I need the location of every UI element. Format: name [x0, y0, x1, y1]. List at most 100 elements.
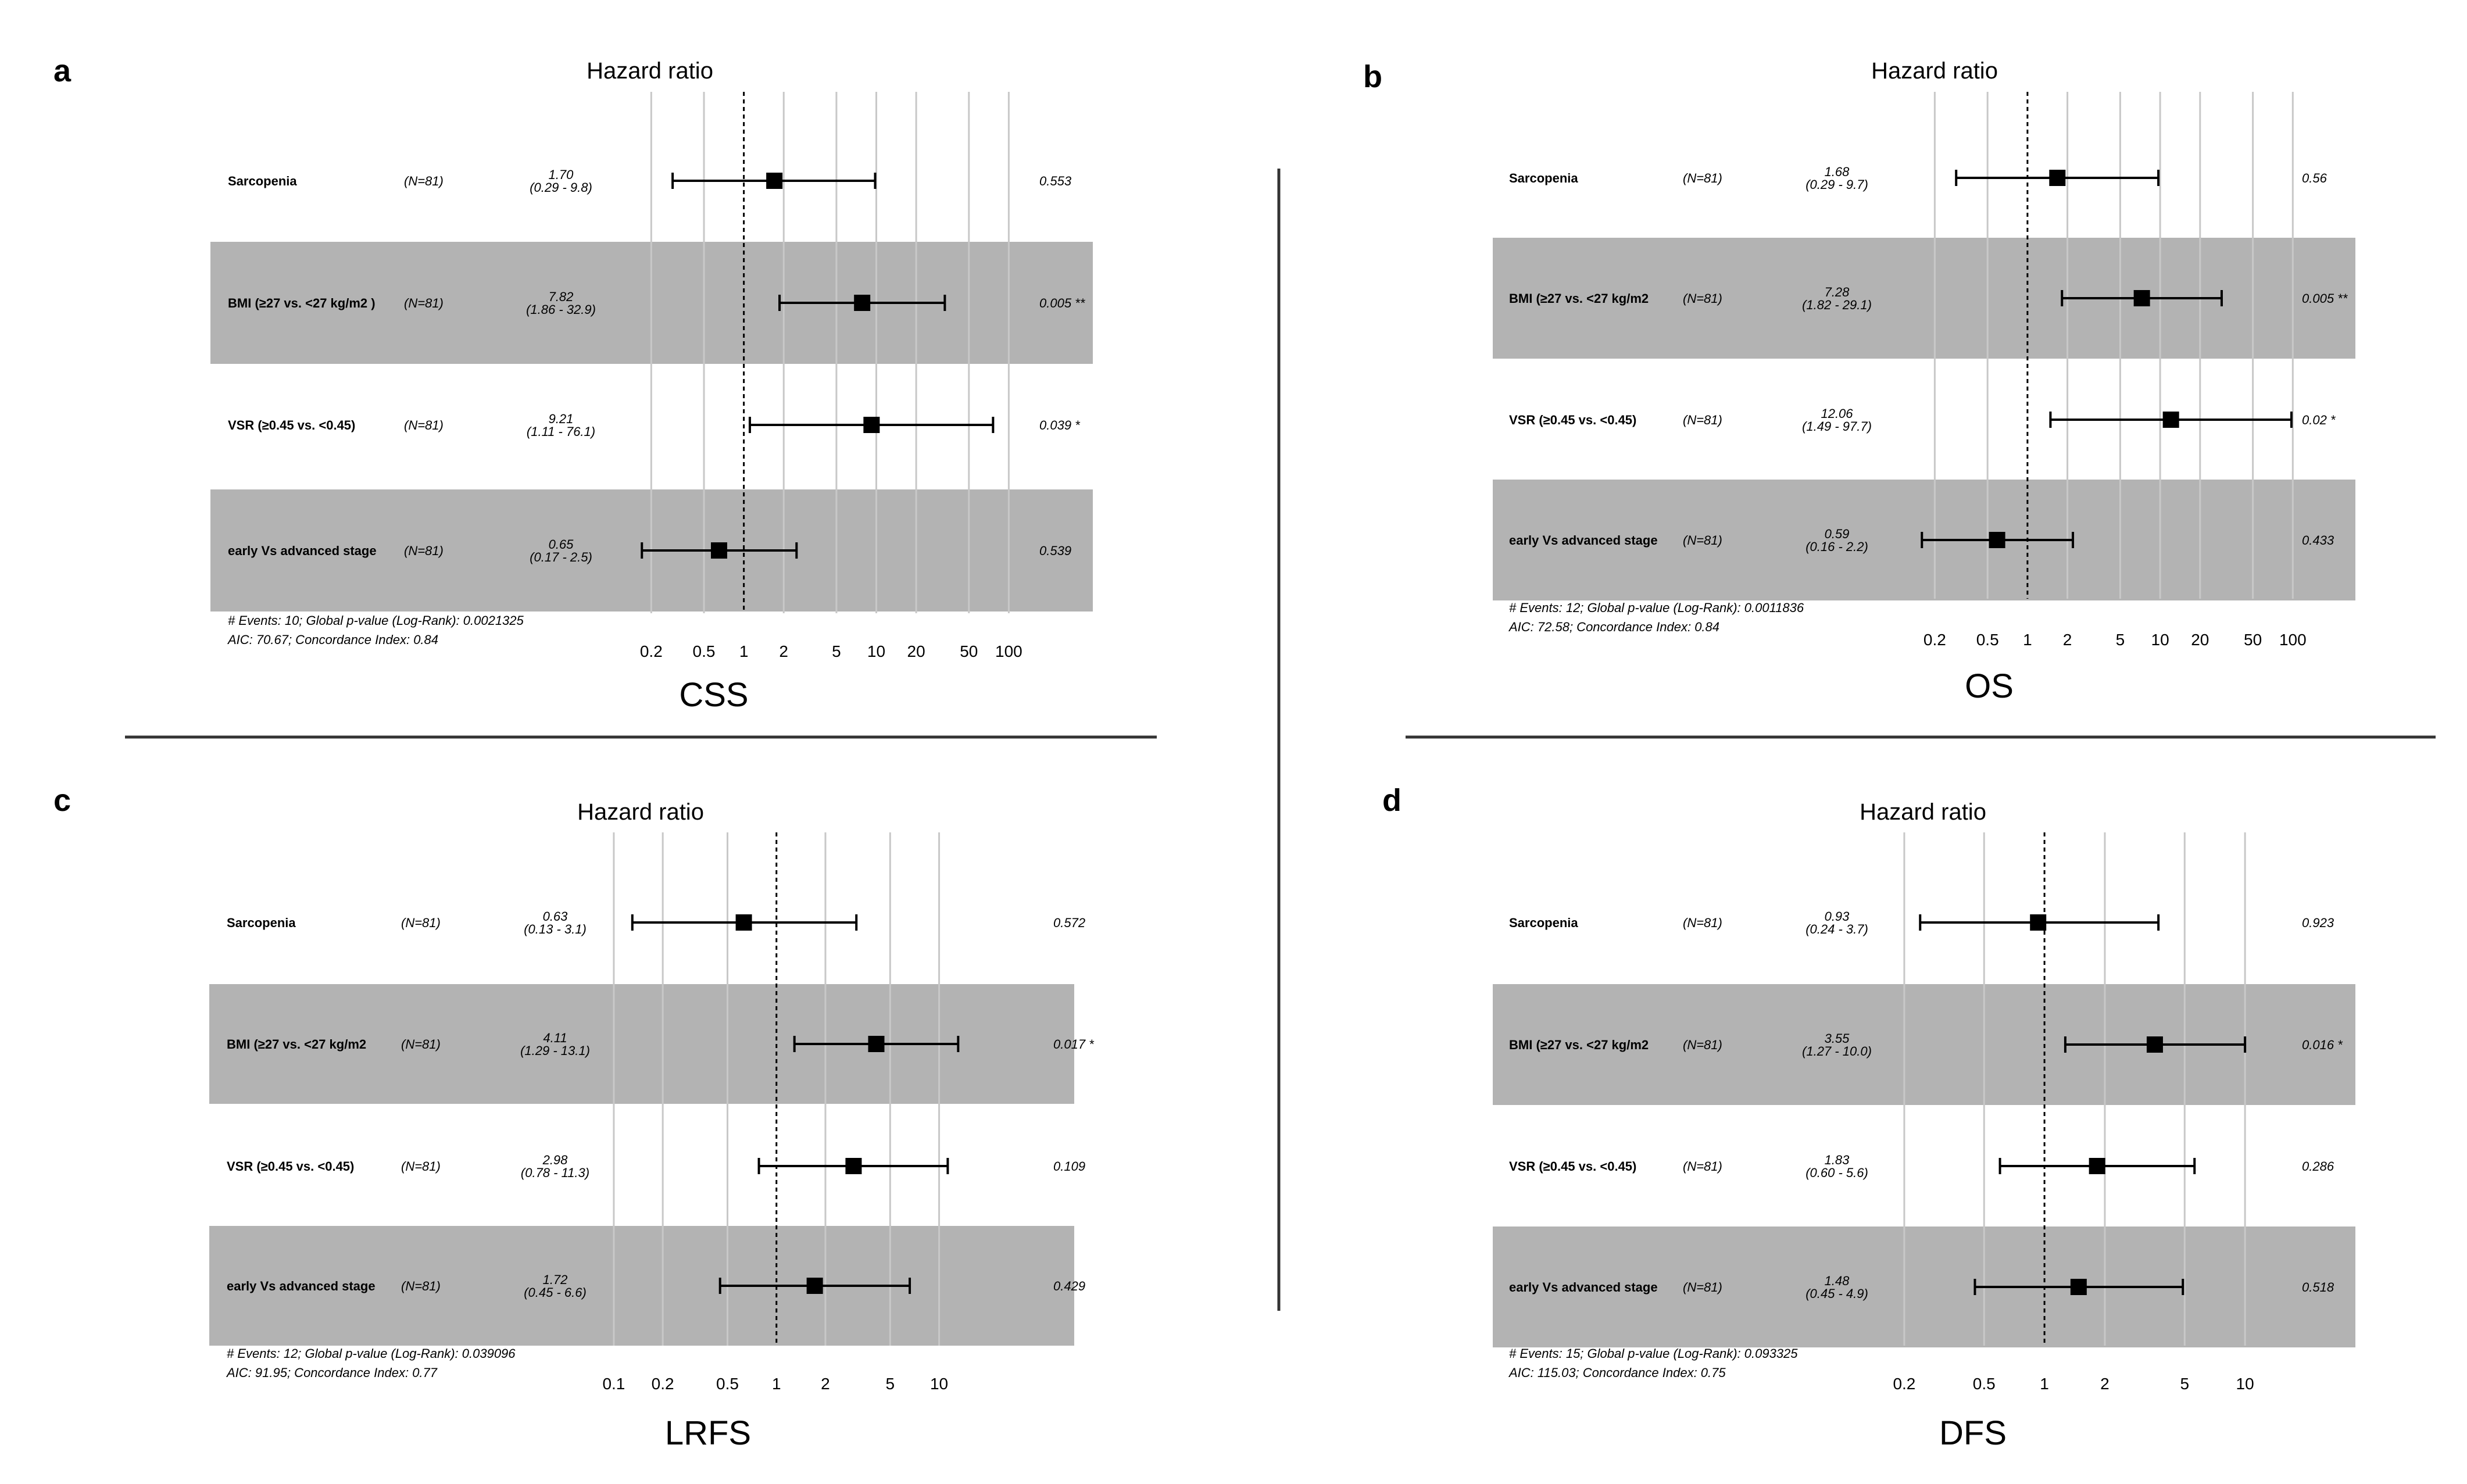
footnote-events: # Events: 12; Global p-value (Log-Rank):…	[1509, 600, 1804, 615]
variable-label: BMI (≥27 vs. <27 kg/m2	[1509, 291, 1649, 306]
tick-label: 50	[2244, 631, 2262, 649]
variable-label: VSR (≥0.45 vs. <0.45)	[228, 418, 355, 432]
row-band	[1493, 1226, 2355, 1347]
panel-letter: d	[1382, 783, 1401, 818]
tick-label: 2	[2100, 1375, 2110, 1393]
tick-label: 5	[886, 1375, 895, 1393]
n-label: (N=81)	[1683, 916, 1722, 930]
variable-label: BMI (≥27 vs. <27 kg/m2 )	[228, 296, 376, 310]
p-value: 0.539	[1039, 543, 1071, 558]
forest-row: Sarcopenia (N=81) 1.68(0.29 - 9.7) 0.56	[1509, 165, 2327, 192]
n-label: (N=81)	[404, 543, 444, 558]
tick-label: 20	[907, 642, 925, 660]
tick-label: 0.2	[652, 1375, 674, 1393]
hr-estimate: 4.11	[543, 1031, 567, 1045]
panel-letter: b	[1363, 59, 1382, 94]
forest-row: VSR (≥0.45 vs. <0.45) (N=81) 1.83(0.60 - 5…	[1509, 1153, 2334, 1180]
axis-title: Hazard ratio	[1860, 799, 1986, 825]
variable-label: VSR (≥0.45 vs. <0.45)	[1509, 1159, 1636, 1174]
n-label: (N=81)	[1683, 533, 1722, 548]
tick-label: 1	[2023, 631, 2032, 649]
tick-label: 1	[772, 1375, 781, 1393]
confidence-interval: (1.29 - 13.1)	[520, 1043, 590, 1058]
variable-label: Sarcopenia	[1509, 916, 1578, 930]
variable-label: Sarcopenia	[227, 916, 296, 930]
p-value: 0.017 *	[1053, 1037, 1095, 1052]
panel-d: 0.2 0.5 1 2 5 10 d Hazard ratio DFS Sarcopenia (N=…	[1382, 783, 2355, 1452]
confidence-interval: (0.29 - 9.7)	[1805, 177, 1868, 192]
variable-label: early Vs advanced stage	[227, 1279, 376, 1293]
p-value: 0.286	[2302, 1159, 2334, 1174]
endpoint-label: OS	[1965, 667, 2014, 705]
variable-label: Sarcopenia	[1509, 171, 1578, 185]
hr-estimate: 0.59	[1825, 527, 1850, 541]
tick-label: 10	[930, 1375, 948, 1393]
p-value: 0.923	[2302, 916, 2334, 930]
tick-label: 0.1	[602, 1375, 625, 1393]
hr-point	[2030, 914, 2047, 931]
tick-label: 10	[2151, 631, 2169, 649]
p-value: 0.005 **	[2302, 291, 2348, 306]
axis-title: Hazard ratio	[577, 799, 704, 825]
tick-label: 0.2	[640, 642, 663, 660]
confidence-interval: (1.86 - 32.9)	[526, 302, 596, 317]
tick-label: 2	[2063, 631, 2072, 649]
variable-label: early Vs advanced stage	[228, 543, 377, 558]
hr-estimate: 12.06	[1821, 406, 1853, 421]
forest-row: BMI (≥27 vs. <27 kg/m2 (N=81) 3.55(1.27 - …	[1509, 1031, 2343, 1059]
n-label: (N=81)	[404, 296, 444, 310]
confidence-interval: (0.29 - 9.8)	[530, 180, 592, 195]
footnote-events: # Events: 10; Global p-value (Log-Rank):…	[228, 613, 524, 628]
p-value: 0.02 *	[2302, 413, 2336, 427]
hr-point	[806, 1278, 823, 1294]
tick-label: 1	[739, 642, 749, 660]
variable-label: BMI (≥27 vs. <27 kg/m2	[1509, 1038, 1649, 1052]
panel-a: 0.2 0.5 1 2 5 10 20 50 100 a Hazard ratio CSS Sarcop…	[53, 53, 1093, 714]
p-value: 0.109	[1053, 1159, 1085, 1174]
p-value: 0.039 *	[1039, 418, 1081, 432]
hr-point	[2162, 412, 2179, 428]
hr-point	[2133, 290, 2150, 306]
variable-label: VSR (≥0.45 vs. <0.45)	[227, 1159, 354, 1174]
hr-estimate: 1.68	[1825, 165, 1850, 179]
variable-label: VSR (≥0.45 vs. <0.45)	[1509, 413, 1636, 427]
tick-label: 10	[2236, 1375, 2254, 1393]
variable-label: Sarcopenia	[228, 174, 297, 188]
variable-label: early Vs advanced stage	[1509, 1280, 1658, 1295]
hr-estimate: 1.83	[1825, 1153, 1850, 1167]
hr-point	[735, 914, 752, 931]
confidence-interval: (0.60 - 5.6)	[1805, 1165, 1868, 1180]
p-value: 0.56	[2302, 171, 2327, 185]
footnote-aic: AIC: 70.67; Concordance Index: 0.84	[227, 632, 438, 647]
forest-row: BMI (≥27 vs. <27 kg/m2 (N=81) 4.11(1.29 - …	[227, 1031, 1095, 1058]
p-value: 0.572	[1053, 916, 1085, 930]
confidence-interval: (0.45 - 6.6)	[524, 1285, 587, 1300]
forest-row: Sarcopenia (N=81) 0.93(0.24 - 3.7) 0.923	[1509, 909, 2334, 936]
axis-title: Hazard ratio	[587, 58, 713, 84]
hr-estimate: 9.21	[549, 412, 574, 426]
hr-estimate: 1.48	[1825, 1274, 1850, 1288]
tick-label: 50	[960, 642, 978, 660]
n-label: (N=81)	[401, 1037, 441, 1052]
hr-point	[2049, 170, 2066, 186]
hr-point	[710, 542, 727, 559]
tick-label: 0.2	[1893, 1375, 1915, 1393]
n-label: (N=81)	[1683, 413, 1722, 427]
p-value: 0.429	[1053, 1279, 1085, 1293]
hr-point	[2146, 1036, 2163, 1053]
tick-label: 20	[2191, 631, 2209, 649]
hr-point	[2070, 1279, 2087, 1295]
row-band	[209, 1226, 1074, 1346]
tick-label: 2	[821, 1375, 830, 1393]
panel-letter: c	[53, 783, 71, 818]
confidence-interval: (0.45 - 4.9)	[1805, 1286, 1868, 1301]
n-label: (N=81)	[401, 1159, 441, 1174]
footnote-events: # Events: 12; Global p-value (Log-Rank):…	[227, 1346, 516, 1361]
hr-estimate: 0.65	[549, 537, 574, 552]
n-label: (N=81)	[1683, 1159, 1722, 1174]
n-label: (N=81)	[401, 916, 441, 930]
hr-estimate: 7.82	[549, 289, 574, 304]
hr-estimate: 1.70	[549, 167, 574, 182]
hr-estimate: 0.63	[543, 909, 569, 924]
hr-point	[1989, 532, 2005, 548]
